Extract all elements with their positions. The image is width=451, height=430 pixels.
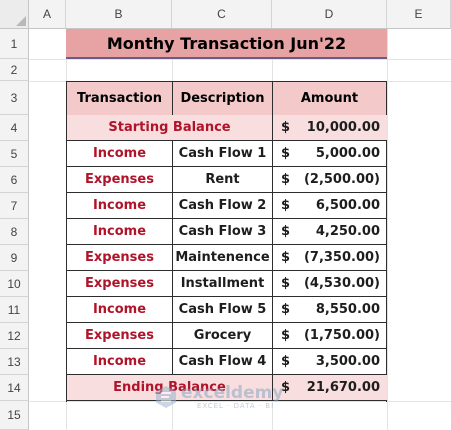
row-header-7[interactable]: 7 — [0, 193, 29, 219]
transaction-amount[interactable]: $ (2,500.00) — [273, 167, 387, 193]
column-header-e[interactable]: E — [387, 0, 451, 29]
data-table: Starting Balance $ 10,000.00 Income Cash… — [66, 115, 387, 402]
amount-value: (4,530.00) — [303, 276, 380, 291]
exceldemy-logo-icon — [156, 386, 176, 408]
watermark: exceldemy EXCEL · DATA · BI — [155, 383, 295, 413]
transaction-description[interactable]: Cash Flow 5 — [173, 297, 273, 323]
transaction-type[interactable]: Income — [67, 193, 173, 219]
transaction-type[interactable]: Expenses — [67, 271, 173, 297]
starting-balance-label[interactable]: Starting Balance — [67, 115, 273, 141]
row-header-15[interactable]: 15 — [0, 401, 29, 430]
transaction-type[interactable]: Expenses — [67, 167, 173, 193]
row-header-5[interactable]: 5 — [0, 141, 29, 167]
gridline — [387, 29, 388, 430]
watermark-name: exceldemy — [181, 383, 284, 403]
currency-symbol: $ — [281, 198, 291, 213]
currency-symbol: $ — [281, 276, 291, 291]
select-all-corner[interactable] — [0, 0, 29, 29]
transaction-type[interactable]: Income — [67, 297, 173, 323]
gridline — [29, 59, 451, 60]
transaction-type[interactable]: Income — [67, 141, 173, 167]
amount-value: 8,550.00 — [315, 302, 380, 317]
column-header-a[interactable]: A — [29, 0, 66, 29]
amount-value: (1,750.00) — [303, 328, 380, 343]
transaction-amount[interactable]: $ 5,000.00 — [273, 141, 387, 167]
gridline — [29, 401, 451, 402]
amount-value: 5,000.00 — [315, 146, 380, 161]
row-header-13[interactable]: 13 — [0, 349, 29, 375]
transaction-type[interactable]: Expenses — [67, 245, 173, 271]
column-header-c[interactable]: C — [172, 0, 272, 29]
transaction-type[interactable]: Income — [67, 219, 173, 245]
row-header-6[interactable]: 6 — [0, 167, 29, 193]
row-header-14[interactable]: 14 — [0, 375, 29, 401]
currency-symbol: $ — [281, 120, 291, 135]
header-transaction[interactable]: Transaction — [66, 81, 173, 116]
currency-symbol: $ — [281, 224, 291, 239]
transaction-description[interactable]: Rent — [173, 167, 273, 193]
row-header-3[interactable]: 3 — [0, 81, 29, 115]
header-amount[interactable]: Amount — [272, 81, 387, 116]
transaction-amount[interactable]: $ (4,530.00) — [273, 271, 387, 297]
column-header-d[interactable]: D — [272, 0, 387, 29]
transaction-type[interactable]: Income — [67, 349, 173, 375]
currency-symbol: $ — [281, 380, 291, 395]
currency-symbol: $ — [281, 354, 291, 369]
transaction-amount[interactable]: $ 4,250.00 — [273, 219, 387, 245]
transaction-type[interactable]: Expenses — [67, 323, 173, 349]
row-header-1[interactable]: 1 — [0, 29, 29, 59]
header-description[interactable]: Description — [172, 81, 273, 116]
amount-value: (7,350.00) — [303, 250, 380, 265]
transaction-amount[interactable]: $ 3,500.00 — [273, 349, 387, 375]
transaction-description[interactable]: Cash Flow 3 — [173, 219, 273, 245]
column-header-b[interactable]: B — [66, 0, 172, 29]
amount-value: 10,000.00 — [306, 120, 380, 135]
currency-symbol: $ — [281, 302, 291, 317]
row-header-8[interactable]: 8 — [0, 219, 29, 245]
transaction-description[interactable]: Grocery — [173, 323, 273, 349]
currency-symbol: $ — [281, 328, 291, 343]
sheet-title[interactable]: Monthy Transaction Jun'22 — [66, 29, 387, 59]
transaction-amount[interactable]: $ 6,500.00 — [273, 193, 387, 219]
amount-value: 21,670.00 — [306, 380, 380, 395]
starting-balance-amount[interactable]: $ 10,000.00 — [273, 115, 387, 141]
currency-symbol: $ — [281, 250, 291, 265]
transaction-description[interactable]: Cash Flow 1 — [173, 141, 273, 167]
transaction-amount[interactable]: $ (7,350.00) — [273, 245, 387, 271]
row-header-2[interactable]: 2 — [0, 59, 29, 81]
transaction-description[interactable]: Cash Flow 4 — [173, 349, 273, 375]
row-header-10[interactable]: 10 — [0, 271, 29, 297]
amount-value: (2,500.00) — [303, 172, 380, 187]
transaction-description[interactable]: Installment — [173, 271, 273, 297]
row-header-9[interactable]: 9 — [0, 245, 29, 271]
row-header-12[interactable]: 12 — [0, 323, 29, 349]
amount-value: 3,500.00 — [315, 354, 380, 369]
transaction-amount[interactable]: $ (1,750.00) — [273, 323, 387, 349]
amount-value: 4,250.00 — [315, 224, 380, 239]
row-header-4[interactable]: 4 — [0, 115, 29, 141]
watermark-tagline: EXCEL · DATA · BI — [197, 402, 275, 410]
currency-symbol: $ — [281, 172, 291, 187]
currency-symbol: $ — [281, 146, 291, 161]
row-header-11[interactable]: 11 — [0, 297, 29, 323]
ending-balance-amount[interactable]: $ 21,670.00 — [273, 375, 387, 401]
transaction-description[interactable]: Maintenence — [173, 245, 273, 271]
transaction-amount[interactable]: $ 8,550.00 — [273, 297, 387, 323]
amount-value: 6,500.00 — [315, 198, 380, 213]
transaction-description[interactable]: Cash Flow 2 — [173, 193, 273, 219]
